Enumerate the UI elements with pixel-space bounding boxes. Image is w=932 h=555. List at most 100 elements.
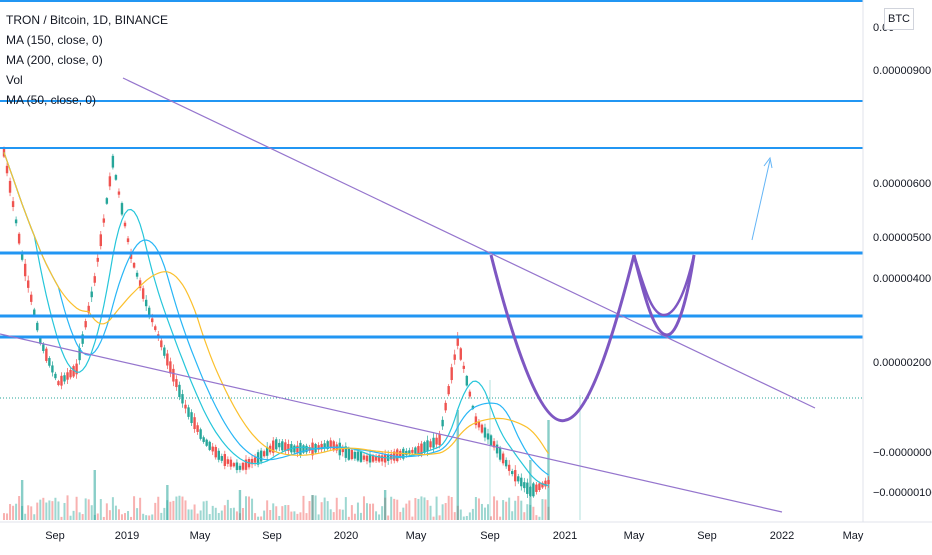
volume-bar: [369, 503, 372, 520]
volume-bar: [420, 496, 423, 520]
candle-body: [229, 459, 233, 467]
volume-bar: [359, 512, 362, 520]
symbol-title[interactable]: TRON / Bitcoin, 1D, BINANCE: [6, 13, 169, 27]
candle-body: [223, 454, 227, 466]
candle-body: [253, 457, 257, 463]
volume-bar: [514, 500, 517, 520]
volume-bar: [493, 496, 496, 520]
projection-arrow-shaft[interactable]: [751, 159, 771, 241]
candle-body: [332, 441, 335, 451]
ma200-line[interactable]: [3, 152, 549, 456]
volume-bar: [496, 500, 499, 520]
volume-bar: [45, 502, 48, 520]
volume-bar: [235, 511, 238, 520]
indicator-vol[interactable]: Vol: [6, 73, 23, 87]
candle-body: [350, 449, 354, 460]
volume-bar: [332, 512, 335, 520]
volume-bar: [163, 507, 166, 520]
handle-curve-lower[interactable]: [632, 254, 696, 337]
volume-bar: [175, 496, 178, 520]
x-axis[interactable]: Sep 2019 May Sep 2020 May Sep 2021 May Sep 2022 May: [0, 521, 932, 550]
chart-legend: TRON / Bitcoin, 1D, BINANCE MA (150, clo…: [6, 10, 168, 110]
candle-body: [492, 441, 496, 448]
candle-body: [450, 367, 453, 381]
candle-body: [474, 416, 478, 426]
volume-bar: [196, 513, 199, 520]
volume-bar: [263, 510, 266, 520]
volume-bar: [435, 496, 438, 520]
volume-bar: [432, 516, 435, 520]
volume-bar: [293, 511, 296, 520]
currency-badge[interactable]: BTC: [884, 8, 914, 30]
volume-bar: [184, 500, 187, 520]
trendlines[interactable]: [0, 77, 816, 513]
candle-body: [498, 447, 502, 460]
candle-body: [438, 434, 441, 446]
candle-body: [544, 480, 547, 487]
volume-bar: [117, 509, 120, 520]
volume-bar: [408, 500, 411, 520]
y-axis[interactable]: 0.00000900 0.00000600 0.00000500 0.00000400…: [862, 0, 932, 522]
volume-bar: [217, 512, 220, 520]
handle-curve-upper[interactable]: [632, 254, 696, 317]
candle-body: [377, 455, 381, 462]
volume-bar: [130, 516, 133, 520]
candle-body: [344, 446, 348, 458]
volume-bar: [142, 513, 145, 520]
candle-body: [135, 272, 139, 277]
indicator-ma150[interactable]: MA (150, close, 0): [6, 33, 103, 47]
volume-bar: [105, 503, 108, 520]
candle-body: [347, 447, 351, 460]
volume-bar: [381, 506, 384, 520]
candle-body: [111, 155, 115, 168]
candle-body: [435, 437, 438, 445]
indicator-ma50[interactable]: MA (50, close, 0): [6, 93, 97, 107]
volume-bar: [480, 503, 483, 520]
volume-bar: [260, 516, 263, 520]
volume-bar: [393, 498, 396, 520]
candle-body: [323, 443, 326, 449]
volume-bar: [266, 500, 269, 520]
volume-bar: [465, 515, 468, 520]
volume-bar: [344, 497, 347, 520]
volume-bar: [441, 504, 444, 520]
cup-curve[interactable]: [489, 254, 636, 423]
x-tick-label: 2019: [115, 530, 139, 542]
volume-bar: [24, 513, 27, 520]
volume-bar: [453, 512, 456, 520]
candle-body: [441, 419, 444, 427]
volume-bar: [471, 508, 474, 520]
cup-pattern[interactable]: [489, 254, 696, 423]
volume-bar: [338, 509, 341, 520]
candle-body: [353, 451, 357, 459]
volume-bar: [281, 506, 284, 520]
volume-spike: [383, 490, 387, 520]
volume-bar: [474, 497, 477, 520]
candle-body: [36, 322, 39, 331]
volume-bar: [320, 502, 323, 520]
candle-body: [126, 238, 130, 243]
y-axis-background: [863, 0, 932, 522]
volume-bar: [145, 515, 148, 520]
candle-body: [396, 449, 399, 462]
candle-body: [423, 442, 426, 453]
candle-body: [48, 358, 51, 366]
indicator-ma200[interactable]: MA (200, close, 0): [6, 53, 103, 67]
ma150-line[interactable]: [3, 152, 549, 476]
ma50-line[interactable]: [3, 152, 549, 487]
candle-body: [365, 455, 369, 462]
volume-bar: [305, 513, 308, 520]
volume-bar: [136, 508, 139, 520]
candle-body: [483, 427, 487, 438]
candle-body: [75, 363, 78, 375]
lower-trendline[interactable]: [0, 333, 783, 513]
x-tick-label: Sep: [480, 530, 500, 542]
upper-trendline[interactable]: [122, 77, 816, 409]
volume-bar: [299, 512, 302, 520]
volume-bar: [51, 501, 54, 520]
candle-body: [217, 450, 220, 460]
volume-bar: [90, 505, 93, 520]
volume-bar: [172, 500, 175, 520]
